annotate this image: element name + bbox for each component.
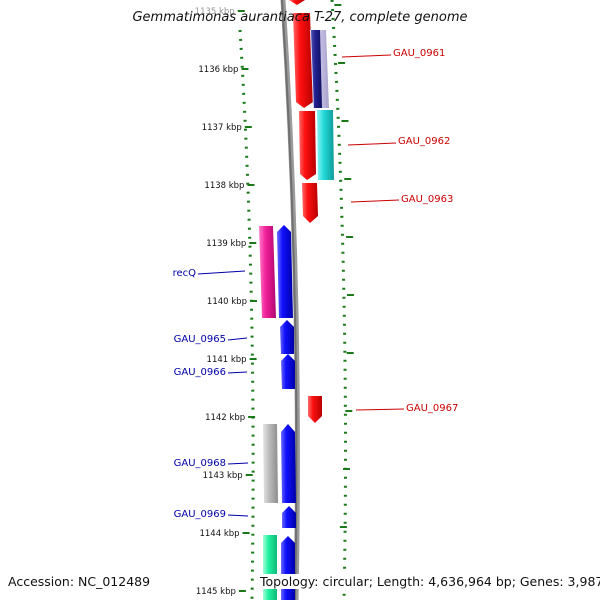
outer-gridline (330, 0, 347, 600)
gene-label[interactable]: GAU_0969 (174, 509, 226, 520)
axis-tick-label: 1137 kbp (202, 123, 242, 133)
gene-leader-line (355, 408, 405, 411)
axis-tick-label: 1142 kbp (205, 413, 245, 423)
gene-label[interactable]: GAU_0963 (401, 194, 453, 205)
gene-label[interactable]: GAU_0961 (393, 48, 445, 59)
gene-leader-line (227, 337, 248, 341)
gene-arrow-gau-0968[interactable] (281, 424, 296, 503)
gene-label[interactable]: GAU_0965 (174, 334, 226, 345)
gene-arrow-gau-0965[interactable] (280, 320, 294, 354)
gene-label[interactable]: GAU_0962 (398, 136, 450, 147)
axis-tick-label: 1139 kbp (206, 239, 246, 249)
gene-leader-line (227, 371, 248, 374)
gene-label[interactable]: GAU_0968 (174, 458, 226, 469)
gene-arrow-gau-0967[interactable] (308, 396, 322, 423)
gene-arrow-gau-0962[interactable] (299, 111, 316, 180)
inner-gridline (238, 29, 255, 600)
gene-arrow-top-cutoff[interactable] (289, 0, 305, 5)
gene-leader-line (197, 270, 246, 275)
axis-ticks: 1135 kbp 1136 kbp 1137 kbp 1138 kbp 1139 kbp… (195, 4, 354, 597)
axis-tick-label: 1140 kbp (207, 297, 247, 307)
accession-label: Accession: NC_012489 (8, 574, 151, 589)
axis-tick-label: 1145 kbp (196, 587, 236, 597)
gene-arrow-gau-0966[interactable] (281, 354, 295, 389)
gene-arrow-gau-0969[interactable] (282, 506, 296, 528)
gene-arrow-green-bottom[interactable] (263, 535, 277, 600)
axis-tick-label: 1138 kbp (204, 181, 244, 191)
reverse-strand-genes (289, 0, 334, 423)
gene-label[interactable]: GAU_0967 (406, 403, 458, 414)
gene-leader-line (341, 54, 392, 58)
gene-arrow-recq[interactable] (277, 225, 293, 318)
gene-labels: GAU_0961 GAU_0962 GAU_0963 recQ GAU_0965 GAU_… (173, 48, 459, 520)
gene-arrow-gau-0961[interactable] (293, 13, 313, 108)
gene-label[interactable]: recQ (173, 268, 197, 279)
axis-tick-label: 1141 kbp (207, 355, 247, 365)
gene-arrow-blue-bottom[interactable] (281, 536, 295, 600)
forward-strand-genes (259, 225, 296, 600)
gene-leader-line (350, 199, 400, 203)
axis-tick-label: 1144 kbp (199, 529, 239, 539)
genome-backbone-highlight (281, 0, 298, 600)
axis-tick-label: 1143 kbp (203, 471, 243, 481)
gene-label[interactable]: GAU_0966 (174, 367, 226, 378)
gene-arrow-gau-0962-overlap-cyan[interactable] (317, 110, 334, 180)
axis-tick-label: 1136 kbp (198, 65, 238, 75)
gene-arrow-recq-pink[interactable] (259, 226, 276, 318)
gene-arrow-gau-0963[interactable] (302, 183, 318, 223)
gene-leader-line (227, 514, 249, 517)
gridlines (238, 0, 347, 600)
gene-leader-line (347, 142, 397, 146)
gene-arrow-gau-0961-overlap-navy[interactable] (311, 30, 322, 108)
axis-tick-label: 1135 kbp (195, 7, 235, 17)
gene-arrow-gau-0968-gray[interactable] (263, 424, 278, 503)
gene-leader-line (227, 462, 249, 465)
topology-summary: Topology: circular; Length: 4,636,964 bp… (260, 574, 600, 589)
genome-title: Gemmatimonas aurantiaca T-27, complete g… (132, 10, 468, 25)
